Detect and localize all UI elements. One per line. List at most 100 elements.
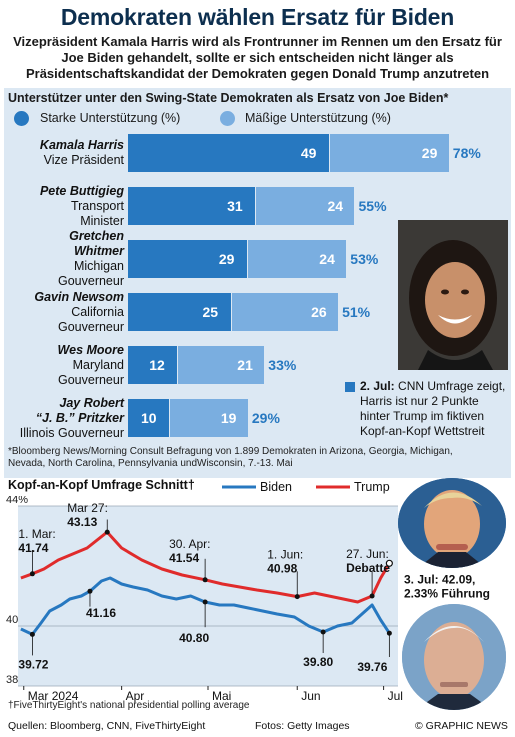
legend-moderate-label: Mäßige Unterstützung (%) xyxy=(245,111,391,125)
annotation-dot xyxy=(87,588,93,594)
annotation-label: 1. Jun: xyxy=(267,548,303,562)
candidate-name: “J. B.” Pritzker xyxy=(35,410,124,425)
row-label: Wes Moore Maryland Gouverneur xyxy=(6,343,124,388)
candidate-name: Pete Buttigieg xyxy=(39,183,124,198)
legend-trump-label: Trump xyxy=(354,480,390,494)
note-text: CNN Umfrage zeigt, Harris ist nur 2 Punk… xyxy=(360,379,506,438)
bar-strong xyxy=(128,346,178,384)
footer-credit: © GRAPHIC NEWS xyxy=(415,720,508,732)
annotation-value: 39.76 xyxy=(357,660,387,674)
candidate-role: Vize Präsident xyxy=(43,153,124,167)
moderate-value: 29 xyxy=(421,145,438,161)
poll-line-chart: 38 40 44% Mar 2024 Apr Mai Jun Jul 1. Mar:41.74 M… xyxy=(6,496,490,703)
x-tick-label: Mai xyxy=(212,689,231,703)
candidate-role: Michigan xyxy=(73,259,124,273)
end-marker xyxy=(385,559,393,567)
candidate-role: Maryland xyxy=(72,357,124,372)
bar-strong xyxy=(128,399,169,437)
y-tick-label: 40 xyxy=(6,614,18,626)
note-marker xyxy=(345,382,355,392)
bar-moderate xyxy=(231,293,339,331)
strong-value: 10 xyxy=(141,410,157,426)
biden-photo xyxy=(402,604,506,710)
row-label: Jay Robert “J. B.” Pritzker Illinois Gouve… xyxy=(6,396,124,441)
moderate-value: 24 xyxy=(319,251,335,267)
moderate-value: 26 xyxy=(311,304,327,320)
bar-moderate xyxy=(170,399,248,437)
total-value: 53% xyxy=(350,251,379,267)
row-label: Kamala Harris Vize Präsident xyxy=(6,138,124,168)
series-line-trump xyxy=(20,530,391,604)
footer-photos: Fotos: Getty Images xyxy=(255,720,350,732)
survey-footnote: *Bloomberg News/Morning Consult Befragun… xyxy=(8,446,453,469)
annotation-dot xyxy=(202,599,208,605)
footer: Quellen: Bloomberg, CNN, FiveThirtyEight… xyxy=(0,717,515,737)
bar-moderate xyxy=(329,134,449,172)
candidate-name: Gretchen xyxy=(69,229,124,243)
moderate-value: 19 xyxy=(220,410,237,426)
annotation-value: Debatte xyxy=(346,561,390,575)
candidate-role: Minister xyxy=(80,213,124,228)
note-date: 2. Jul: xyxy=(360,379,395,393)
harris-portrait-icon xyxy=(398,220,508,370)
candidate-role: Gouverneur xyxy=(57,372,124,387)
annotation-dot xyxy=(369,593,375,599)
bar-moderate xyxy=(256,187,355,225)
total-value: 78% xyxy=(452,145,481,161)
harris-note: 2. Jul: CNN Umfrage zeigt, Harris ist nu… xyxy=(360,379,508,439)
row-label: Gretchen Whitmer Michigan Gouverneur xyxy=(6,229,124,289)
candidate-role: Illinois Gouverneur xyxy=(19,425,124,440)
annotation-dot xyxy=(29,631,35,637)
annotation-dot xyxy=(202,577,208,583)
plot-background xyxy=(18,506,398,686)
chart-footnote: †FiveThirtyEight's national presidential… xyxy=(8,700,250,711)
legend-moderate-swatch xyxy=(220,111,235,126)
strong-value: 12 xyxy=(149,357,165,373)
chart-title: Kopf-an-Kopf Umfrage Schnitt† xyxy=(8,478,195,492)
bar-strong xyxy=(128,134,329,172)
y-tick-label: 38 xyxy=(6,674,18,686)
bar-moderate xyxy=(178,346,265,384)
bar-strong xyxy=(128,293,231,331)
annotation-dot xyxy=(29,571,35,577)
candidate-role: Gouverneur xyxy=(57,319,124,334)
strong-value: 49 xyxy=(300,145,317,161)
candidate-role: Transport xyxy=(70,198,124,213)
total-value: 29% xyxy=(251,410,280,426)
legend-biden-label: Biden xyxy=(260,480,292,494)
row-label: Gavin Newsom California Gouverneur xyxy=(6,290,124,335)
candidate-name: Jay Robert xyxy=(59,395,124,410)
page-subtitle: Vizepräsident Kamala Harris wird als Fro… xyxy=(13,34,502,81)
strong-value: 31 xyxy=(227,198,243,214)
annotation-dot xyxy=(386,630,392,636)
legend-strong-swatch xyxy=(14,111,29,126)
annotation-dot xyxy=(320,629,326,635)
end-label-line2: 2.33% Führung xyxy=(404,586,490,600)
footer-sources: Quellen: Bloomberg, CNN, FiveThirtyEight xyxy=(8,720,206,732)
bar-moderate xyxy=(247,240,347,278)
strong-value: 29 xyxy=(218,251,235,267)
candidate-name: Wes Moore xyxy=(57,342,124,357)
annotation-value: 41.54 xyxy=(169,551,199,565)
x-tick-label: Mar 2024 xyxy=(28,689,79,703)
y-tick-label: 44% xyxy=(6,496,28,506)
moderate-value: 24 xyxy=(327,198,344,214)
annotation-label: 27. Jun: xyxy=(346,547,389,561)
survey-title: Unterstützer unter den Swing-State Demok… xyxy=(8,91,449,105)
candidate-role: California xyxy=(71,304,124,319)
bar-strong xyxy=(128,240,247,278)
annotation-label: 30. Apr: xyxy=(169,537,210,551)
annotation-dot xyxy=(294,594,300,600)
annotation-value: 41.74 xyxy=(18,541,48,555)
total-value: 51% xyxy=(342,304,371,320)
annotation-label: 1. Mar: xyxy=(18,527,55,541)
legend-strong-label: Starke Unterstützung (%) xyxy=(40,111,181,125)
candidate-name: Whitmer xyxy=(74,244,124,258)
end-label-line1: 3. Jul: 42.09, xyxy=(404,572,475,586)
series-line-biden xyxy=(20,576,391,636)
harris-photo xyxy=(398,220,508,370)
chart-legend: Biden Trump xyxy=(222,480,390,494)
annotation-label: Mar 27: xyxy=(67,501,108,515)
x-tick-label: Apr xyxy=(126,689,145,703)
candidate-name: Gavin Newsom xyxy=(34,289,124,304)
